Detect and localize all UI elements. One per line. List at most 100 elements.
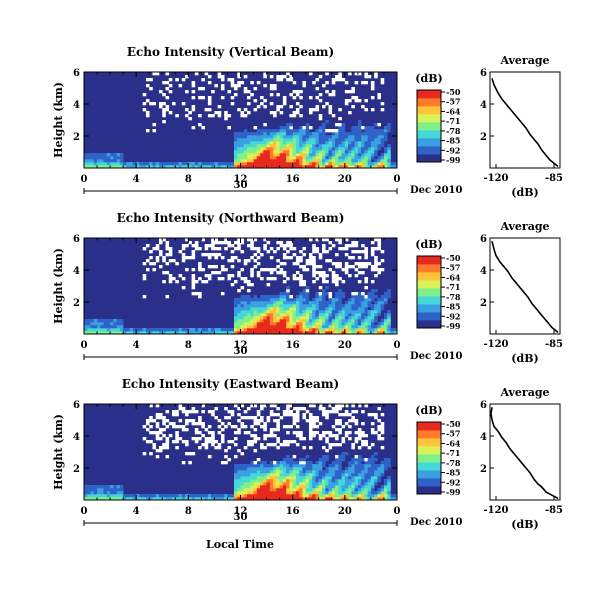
heatmap-cell (383, 292, 388, 296)
heatmap-cell (322, 295, 326, 299)
heatmap-cell (361, 159, 365, 163)
heatmap-cell (162, 446, 166, 450)
heatmap-cell (351, 132, 355, 136)
heatmap-cell (282, 129, 287, 133)
heatmap-cell (155, 331, 160, 335)
heatmap-cell (243, 304, 248, 308)
heatmap-cell (233, 328, 238, 332)
heatmap-cell (198, 422, 202, 426)
heatmap-cell (370, 108, 375, 112)
heatmap-cell (315, 322, 320, 326)
heatmap-cell (312, 162, 316, 166)
heatmap-cell (341, 470, 346, 474)
heatmap-cell (220, 78, 225, 82)
heatmap-cell (276, 482, 280, 486)
heatmap-cell (370, 280, 375, 284)
heatmap-cell (292, 298, 297, 302)
heatmap-cell (191, 81, 196, 85)
heatmap-cell (364, 286, 368, 290)
heatmap-cell (240, 144, 245, 148)
heatmap-cell (351, 319, 355, 323)
heatmap-cell (377, 497, 381, 501)
heatmap-cell (328, 147, 333, 151)
heatmap-cell (100, 159, 104, 163)
heatmap-cell (361, 147, 365, 151)
heatmap-cell (335, 325, 339, 329)
heatmap-cell (191, 437, 196, 441)
colorbar-tick-label: -99 (446, 155, 461, 165)
heatmap-cell (315, 313, 320, 317)
heatmap-cell (312, 138, 316, 142)
heatmap-cell (364, 301, 368, 305)
heatmap-cell (351, 331, 355, 335)
heatmap-cell (250, 497, 254, 501)
heatmap-cell (341, 316, 346, 320)
heatmap-cell (243, 464, 248, 468)
heatmap-cell (286, 316, 290, 320)
heatmap-cell (370, 132, 375, 136)
heatmap-cell (351, 470, 355, 474)
heatmap-cell (227, 162, 232, 166)
heatmap-cell (256, 156, 261, 160)
heatmap-cell (273, 461, 277, 465)
heatmap-cell (185, 256, 189, 260)
heatmap-cell (292, 422, 297, 426)
heatmap-cell (315, 144, 320, 148)
heatmap-cell (341, 295, 346, 299)
heatmap-cell (295, 298, 300, 302)
heatmap-cell (325, 482, 329, 486)
heatmap-cell (165, 72, 170, 76)
heatmap-cell (286, 123, 290, 127)
heatmap-cell (318, 114, 323, 118)
heatmap-cell (142, 102, 147, 106)
heatmap-cell (335, 165, 339, 169)
heatmap-cell (237, 413, 241, 417)
heatmap-cell (351, 298, 355, 302)
heatmap-cell (299, 277, 303, 281)
heatmap-cell (367, 162, 372, 166)
heatmap-cell (322, 328, 326, 332)
heatmap-cell (351, 135, 355, 139)
heatmap-cell (158, 241, 163, 245)
heatmap-cell (266, 316, 271, 320)
heatmap-cell (308, 262, 313, 266)
heatmap-cell (377, 241, 381, 245)
heatmap-cell (383, 458, 388, 462)
heatmap-cell (374, 497, 378, 501)
heatmap-cell (308, 111, 313, 115)
heatmap-cell (279, 313, 284, 317)
date-tick-label: 30 (234, 346, 248, 357)
heatmap-cell (308, 497, 313, 501)
heatmap-cell (263, 485, 267, 489)
heatmap-cell (338, 241, 342, 245)
heatmap-cell (299, 325, 303, 329)
heatmap-cell (387, 313, 391, 317)
heatmap-cell (240, 156, 245, 160)
heatmap-cell (100, 325, 104, 329)
heatmap-cell (136, 165, 140, 169)
heatmap-cell (338, 295, 342, 299)
heatmap-cell (237, 467, 241, 471)
heatmap-cell (181, 253, 186, 257)
heatmap-cell (266, 325, 271, 329)
heatmap-cell (198, 295, 202, 299)
heatmap-cell (295, 407, 300, 411)
heatmap-cell (364, 159, 368, 163)
heatmap-cell (243, 319, 248, 323)
heatmap-cell (172, 410, 176, 414)
heatmap-cell (341, 268, 346, 272)
heatmap-cell (175, 78, 179, 82)
heatmap-cell (354, 147, 359, 151)
heatmap-cell (308, 162, 313, 166)
heatmap-cell (224, 117, 228, 121)
heatmap-cell (325, 416, 329, 420)
heatmap-cell (292, 153, 297, 157)
heatmap-cell (276, 141, 280, 145)
heatmap-cell (354, 153, 359, 157)
colorbar-tick-label: -64 (446, 438, 461, 448)
heatmap-cell (185, 162, 189, 166)
heatmap-cell (165, 443, 170, 447)
heatmap-cell (178, 274, 183, 278)
heatmap-cell (181, 256, 186, 260)
heatmap-cell (377, 473, 381, 477)
